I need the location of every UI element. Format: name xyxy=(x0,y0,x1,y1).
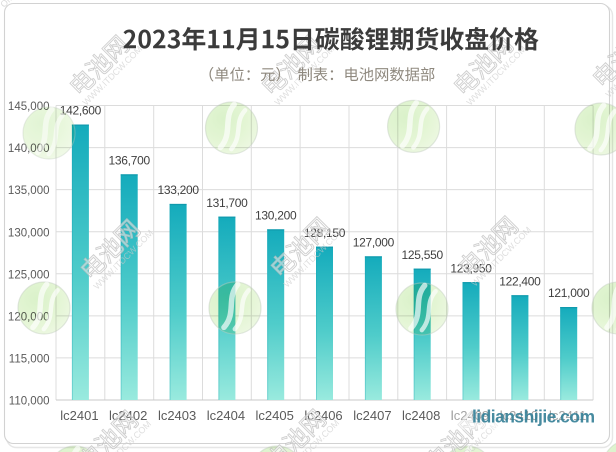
svg-text:131,700: 131,700 xyxy=(206,196,248,210)
svg-text:127,000: 127,000 xyxy=(353,236,395,250)
svg-text:lidianshijie.com: lidianshijie.com xyxy=(472,407,594,427)
svg-text:125,000: 125,000 xyxy=(8,269,50,281)
svg-text:lc2411: lc2411 xyxy=(549,408,586,423)
svg-text:130,200: 130,200 xyxy=(255,209,297,223)
svg-text:lc2403: lc2403 xyxy=(158,408,196,423)
svg-text:110,000: 110,000 xyxy=(9,396,50,408)
svg-text:lc2407: lc2407 xyxy=(353,408,391,423)
svg-text:lc2405: lc2405 xyxy=(256,408,294,423)
svg-text:OM: OM xyxy=(0,0,16,9)
svg-text:128,150: 128,150 xyxy=(304,226,346,240)
svg-text:115,000: 115,000 xyxy=(9,354,50,366)
svg-text:125,550: 125,550 xyxy=(402,248,444,262)
svg-text:122,400: 122,400 xyxy=(499,274,541,288)
svg-text:lc2401: lc2401 xyxy=(60,408,98,423)
svg-text:133,200: 133,200 xyxy=(157,183,199,197)
svg-text:130,000: 130,000 xyxy=(8,227,50,239)
svg-text:lc2410: lc2410 xyxy=(500,408,538,423)
svg-text:136,700: 136,700 xyxy=(109,154,151,168)
svg-text:135,000: 135,000 xyxy=(8,185,50,197)
svg-text:121,000: 121,000 xyxy=(548,286,590,300)
svg-text:lc2404: lc2404 xyxy=(207,408,245,423)
svg-text:142,600: 142,600 xyxy=(60,104,102,118)
svg-text:lc2408: lc2408 xyxy=(402,408,440,423)
